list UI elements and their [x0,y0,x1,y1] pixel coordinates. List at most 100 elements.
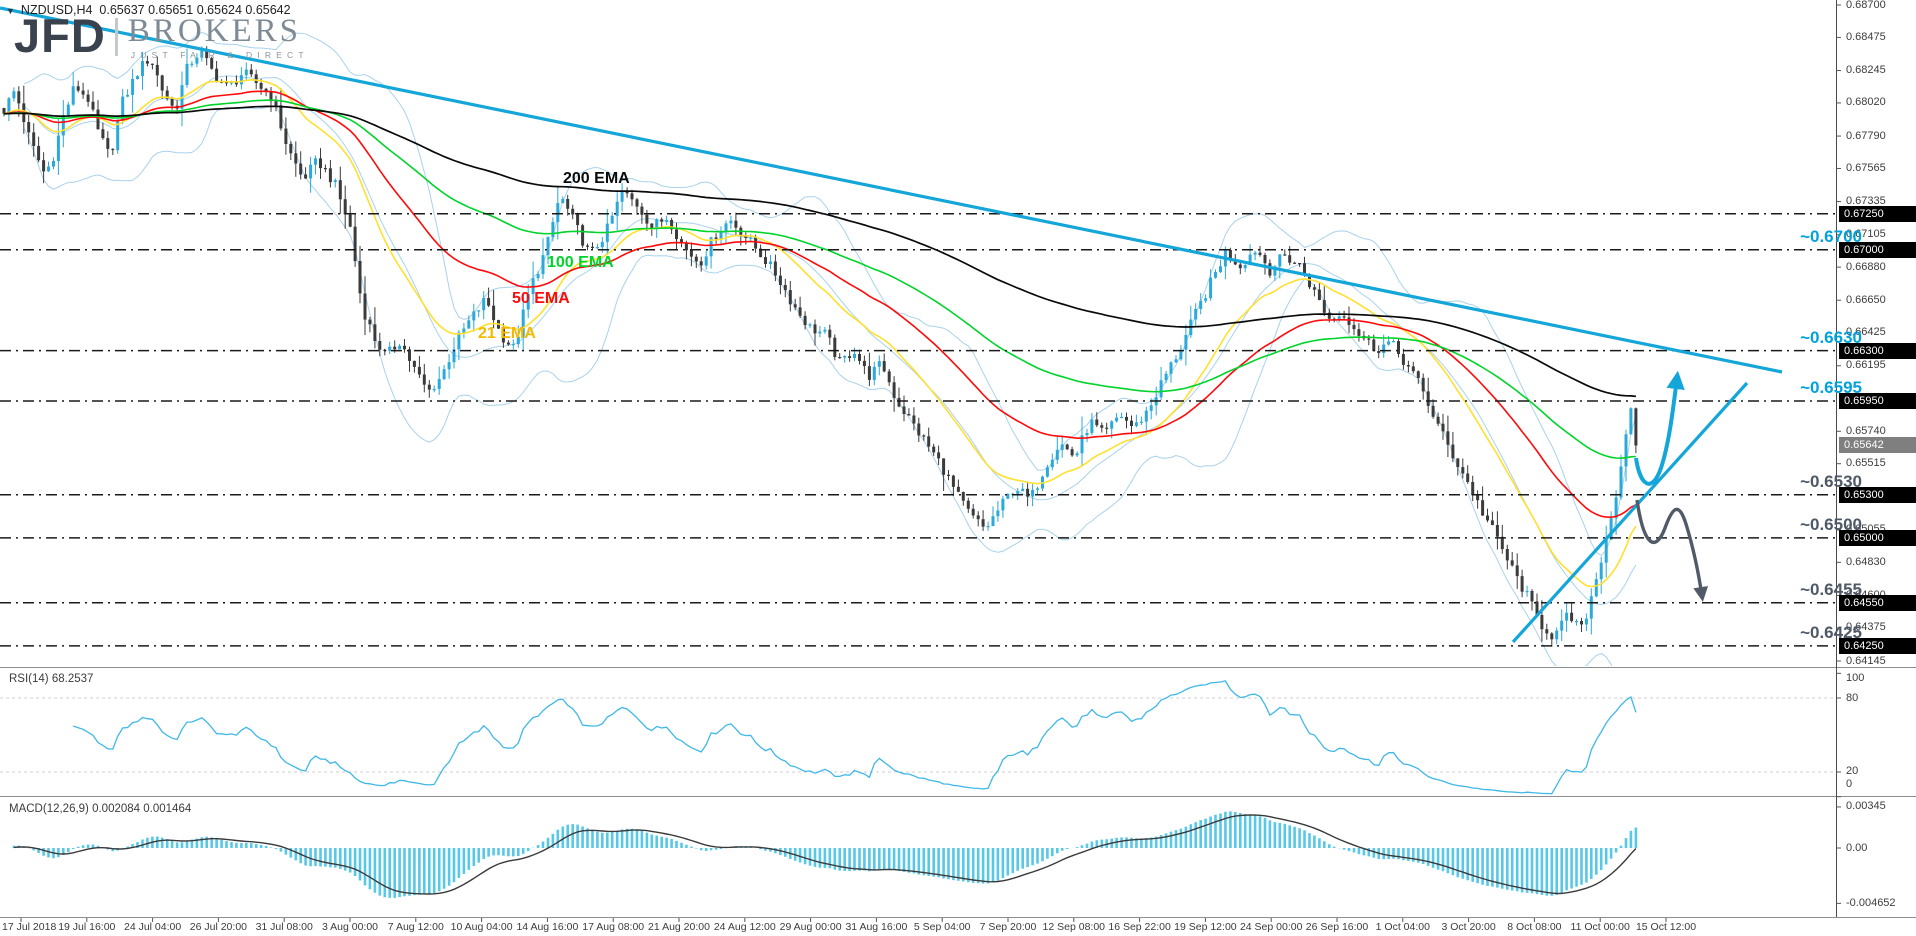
level-label-0.6500[interactable]: ~0.6500 [1800,514,1862,534]
candle-bodies [2,50,1638,640]
date-label: 31 Aug 16:00 [845,921,908,933]
logo-brokers-text: BROKERS [127,13,302,49]
macd-axis-label: 0.00345 [1846,800,1886,813]
price-axis-label: 0.67790 [1846,129,1886,142]
rsi-axis-label: 80 [1846,691,1859,704]
rsi-label: RSI(14) [9,673,49,685]
date-label: 19 Jul 16:00 [58,921,116,933]
price-axis-label: 0.64145 [1846,654,1886,667]
logo-jfd-text: JFD [14,9,106,62]
price-level-box: 0.67250 [1839,205,1916,222]
bollinger-bands [23,31,1637,666]
date-label: 26 Sep 16:00 [1305,921,1369,933]
date-label: 12 Sep 08:00 [1042,921,1106,933]
macd-value-signal: 0.001464 [143,803,192,815]
date-label: 1 Oct 04:00 [1375,921,1430,933]
ema-label-21[interactable]: 21 EMA [478,325,536,342]
date-label: 26 Jul 20:00 [189,921,247,933]
date-label: 29 Aug 00:00 [779,921,842,933]
date-label: 17 Jul 2018 [2,921,57,933]
date-label: 11 Oct 00:00 [1570,921,1630,933]
price-axis-label: 0.65515 [1846,457,1886,470]
level-label-0.6455[interactable]: ~0.6455 [1800,579,1862,599]
bearish-scenario-arrow[interactable] [1635,499,1709,602]
date-label: 17 Aug 08:00 [582,921,645,933]
chart-symbol: NZDUSD,H4 [20,3,93,17]
date-label: 24 Jul 04:00 [123,921,182,933]
descending-trendline[interactable] [0,6,1783,374]
date-label: 31 Jul 08:00 [255,921,313,933]
drawn-objects[interactable] [0,6,1783,644]
logo-tagline: JUST FAIR & DIRECT [130,50,309,60]
macd-axis-label: -0.004652 [1846,896,1896,909]
date-label: 7 Aug 12:00 [387,921,444,933]
level-label-0.6630[interactable]: ~0.6630 [1800,327,1862,347]
ema-lines [3,78,1637,588]
chart-title: ▼ NZDUSD,H4 0.65637 0.65651 0.65624 0.656… [6,3,291,17]
date-label: 24 Sep 00:00 [1239,921,1303,933]
price-axis-label: 0.67105 [1846,228,1886,241]
price-level-box: 0.67000 [1839,241,1916,258]
price-axis-label: 0.66425 [1846,326,1886,339]
macd-value-main: 0.002084 [92,803,141,815]
chart-symbol-marker-icon: ▼ [6,6,15,16]
rsi-axis-label: 100 [1846,671,1865,684]
bullish-scenario-arrow[interactable] [1634,370,1685,486]
date-label: 21 Aug 20:00 [648,921,710,933]
ema-label-100[interactable]: 100 EMA [547,254,614,271]
date-label: 10 Aug 04:00 [450,921,513,933]
price-axis-label: 0.68245 [1846,64,1886,77]
ema-label-200[interactable]: 200 EMA [563,170,630,187]
price-level-box: 0.64550 [1839,594,1916,611]
price-axis-label: 0.64830 [1846,555,1886,568]
price-axis-label: 0.65740 [1846,424,1886,437]
ascending-trendline[interactable] [1511,381,1749,644]
date-label: 3 Oct 20:00 [1441,921,1496,933]
price-level-box: 0.65950 [1839,393,1916,410]
rsi-value: 68.2537 [51,673,94,685]
level-label-0.6700[interactable]: ~0.6700 [1800,226,1862,246]
candle-wicks [3,46,1637,647]
price-axis-label: 0.66880 [1846,260,1886,273]
price-axis-label: 0.66650 [1846,293,1886,306]
price-axis-label: 0.67565 [1846,161,1886,174]
macd-plot [12,811,1638,898]
rsi-header: RSI(14) 68.2537 [9,673,93,685]
macd-axis-label: 0.00 [1846,841,1868,854]
logo-divider [114,18,118,56]
date-label: 5 Sep 04:00 [913,921,971,933]
price-axis-label: 0.68700 [1846,0,1886,11]
price-axis-label: 0.64375 [1846,621,1886,634]
level-label-0.6530[interactable]: ~0.6530 [1800,471,1862,491]
rsi-axis-label: 0 [1846,777,1853,790]
date-label: 3 Aug 00:00 [321,921,379,933]
macd-label: MACD(12,26,9) [9,803,89,815]
date-label: 16 Sep 22:00 [1108,921,1171,933]
current-price-box: 0.65642 [1839,437,1916,454]
date-label: 19 Sep 12:00 [1174,921,1237,933]
macd-header: MACD(12,26,9) 0.002084 0.001464 [9,803,191,815]
price-level-box: 0.64250 [1839,637,1916,654]
level-label-0.6425[interactable]: ~0.6425 [1800,622,1862,642]
rsi-plot [0,680,1836,795]
horizontal-level-lines[interactable] [0,213,1836,647]
date-label: 7 Sep 20:00 [979,921,1037,933]
price-level-box: 0.65300 [1839,486,1916,503]
price-axis-label: 0.68020 [1846,96,1886,109]
date-label: 8 Oct 08:00 [1507,921,1562,933]
rsi-axis-label: 20 [1846,765,1859,778]
date-label: 14 Aug 16:00 [516,921,579,933]
price-axis-label: 0.66195 [1846,359,1886,372]
ema-label-50[interactable]: 50 EMA [512,290,570,307]
chart-ohlc-values: 0.65637 0.65651 0.65624 0.65642 [99,3,291,17]
level-label-0.6595[interactable]: ~0.6595 [1800,378,1862,398]
jfd-brokers-logo: JFD BROKERS JUST FAIR & DIRECT [14,9,309,62]
price-axis-label: 0.68475 [1846,30,1886,43]
price-level-box: 0.66300 [1839,342,1916,359]
price-axis-label: 0.67335 [1846,195,1886,208]
price-level-box: 0.65000 [1839,529,1916,546]
date-label: 15 Oct 12:00 [1635,921,1697,933]
